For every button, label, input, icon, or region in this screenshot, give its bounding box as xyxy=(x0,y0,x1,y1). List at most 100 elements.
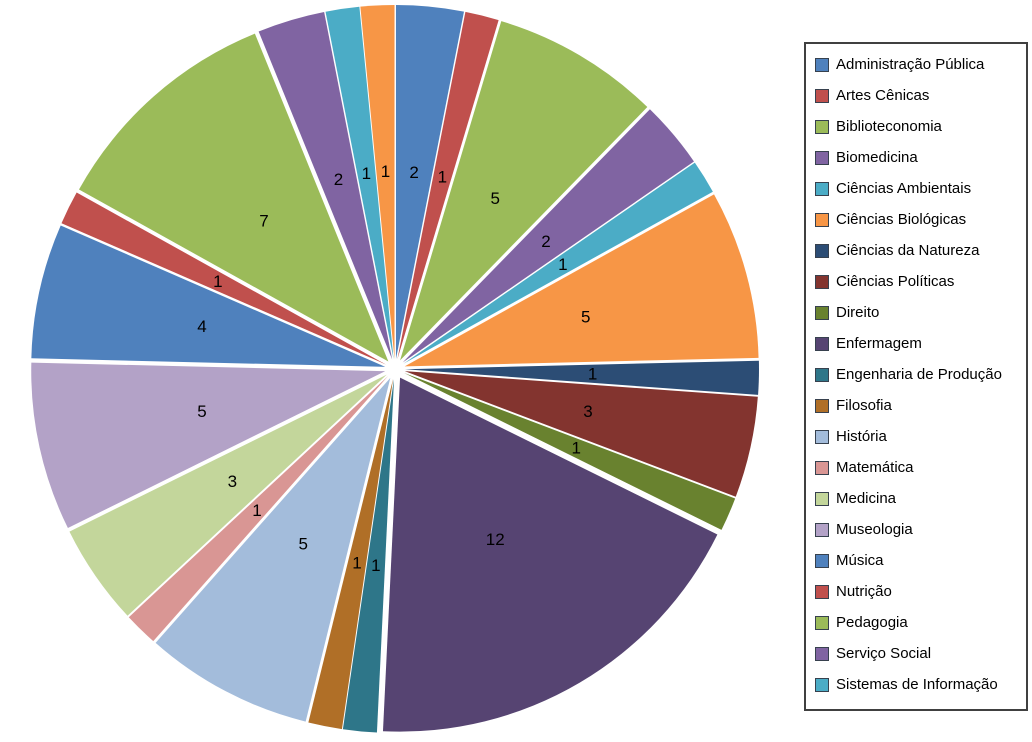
slice-value-label-servico-social: 2 xyxy=(334,170,343,189)
legend-label: Biblioteconomia xyxy=(836,118,942,135)
slice-value-label-sistemas-de-informacao: 1 xyxy=(362,164,371,183)
legend-label: Ciências Políticas xyxy=(836,273,955,290)
legend-swatch-icon xyxy=(815,57,829,72)
legend-label: Ciências da Natureza xyxy=(836,242,980,259)
slice-value-label-direito: 1 xyxy=(571,438,580,457)
legend-swatch-icon xyxy=(815,522,829,537)
legend-item-ciencias-ambientais: Ciências Ambientais xyxy=(815,173,1026,204)
slice-value-label-biomedicina: 2 xyxy=(541,232,550,251)
pie-slice-biblioteconomia xyxy=(400,21,648,361)
legend-item-filosofia: Filosofia xyxy=(815,390,1026,421)
legend-label: Ciências Ambientais xyxy=(836,180,972,197)
slice-value-label-artes-cenicas: 1 xyxy=(438,168,447,187)
slice-value-label-museologia: 5 xyxy=(197,402,206,421)
pie-slice-ciencias-da-natureza xyxy=(405,360,759,395)
legend-item-medicina: Medicina xyxy=(815,483,1026,514)
legend-label: Filosofia xyxy=(836,397,892,414)
pie-slice-unlabeled xyxy=(360,5,395,360)
pie-slice-ciencias-ambientais xyxy=(403,162,713,364)
legend-label: Museologia xyxy=(836,521,913,538)
legend-swatch-icon xyxy=(815,615,829,630)
legend-label: Administração Pública xyxy=(836,56,985,73)
legend-label: Direito xyxy=(836,304,880,321)
slice-value-label-engenharia-de-producao: 1 xyxy=(371,556,380,575)
legend-item-historia: História xyxy=(815,421,1026,452)
legend-swatch-icon xyxy=(815,398,829,413)
legend-swatch-icon xyxy=(815,119,829,134)
slice-value-label-pedagogia: 7 xyxy=(259,212,268,231)
legend-swatch-icon xyxy=(815,429,829,444)
legend-swatch-icon xyxy=(815,274,829,289)
legend-item-ciencias-politicas: Ciências Políticas xyxy=(815,266,1026,297)
legend-item-museologia: Museologia xyxy=(815,514,1026,545)
legend-item-musica: Música xyxy=(815,545,1026,576)
pie-slice-enfermagem xyxy=(382,377,718,732)
pie-slice-historia xyxy=(155,377,391,722)
legend-swatch-icon xyxy=(815,181,829,196)
slice-value-label-ciencias-ambientais: 1 xyxy=(558,255,567,274)
slice-value-label-ciencias-politicas: 3 xyxy=(583,402,592,421)
legend-item-ciencias-biologicas: Ciências Biológicas xyxy=(815,204,1026,235)
pie-slice-pedagogia xyxy=(78,33,389,362)
slice-value-label-medicina: 3 xyxy=(228,472,237,491)
legend-item-enfermagem: Enfermagem xyxy=(815,328,1026,359)
slice-value-label-ciencias-biologicas: 5 xyxy=(581,308,590,327)
pie-slice-musica xyxy=(31,225,386,367)
pie-slice-filosofia xyxy=(308,378,394,730)
legend-label: Biomedicina xyxy=(836,149,918,166)
slice-value-label-administracao-publica: 2 xyxy=(409,163,418,182)
legend-label: Engenharia de Produção xyxy=(836,366,1002,383)
pie-slice-ciencias-biologicas xyxy=(404,194,759,367)
legend-item-pedagogia: Pedagogia xyxy=(815,607,1026,638)
legend-item-ciencias-da-natureza: Ciências da Natureza xyxy=(815,235,1026,266)
legend-item-sistemas-de-informacao: Sistemas de Informação xyxy=(815,669,1026,700)
legend-label: Medicina xyxy=(836,490,897,507)
legend-swatch-icon xyxy=(815,243,829,258)
pie-slice-artes-cenicas xyxy=(397,11,499,360)
pie-slice-nutricao xyxy=(61,192,387,365)
legend-label: Enfermagem xyxy=(836,335,922,352)
legend-label: Música xyxy=(836,552,884,569)
pie-slice-administracao-publica xyxy=(395,5,464,360)
legend-swatch-icon xyxy=(815,88,829,103)
legend-label: Serviço Social xyxy=(836,645,932,662)
legend-swatch-icon xyxy=(815,677,829,692)
chart-legend: Administração Pública Artes Cênicas Biblio… xyxy=(804,42,1028,711)
pie-slice-ciencias-politicas xyxy=(404,371,758,497)
legend-item-nutricao: Nutrição xyxy=(815,576,1026,607)
legend-item-artes-cenicas: Artes Cênicas xyxy=(815,80,1026,111)
legend-label: Artes Cênicas xyxy=(836,87,930,104)
slice-value-label-unlabeled: 1 xyxy=(381,162,390,181)
legend-swatch-icon xyxy=(815,460,829,475)
pie-slice-sistemas-de-informacao xyxy=(325,6,394,360)
legend-swatch-icon xyxy=(815,553,829,568)
slice-value-label-matematica: 1 xyxy=(252,501,261,520)
legend-item-matematica: Matemática xyxy=(815,452,1026,483)
legend-label: Matemática xyxy=(836,459,914,476)
legend-item-engenharia-de-producao: Engenharia de Produção xyxy=(815,359,1026,390)
legend-item-servico-social: Serviço Social xyxy=(815,638,1026,669)
slice-value-label-nutricao: 1 xyxy=(213,272,222,291)
legend-item-direito: Direito xyxy=(815,297,1026,328)
legend-swatch-icon xyxy=(815,584,829,599)
slice-value-label-enfermagem: 12 xyxy=(486,530,505,549)
slice-value-label-biblioteconomia: 5 xyxy=(490,189,499,208)
legend-swatch-icon xyxy=(815,212,829,227)
legend-swatch-icon xyxy=(815,150,829,165)
pie-slice-engenharia-de-producao xyxy=(342,378,395,733)
pie-slice-biomedicina xyxy=(402,109,694,363)
pie-slice-museologia xyxy=(31,362,386,529)
slice-value-label-historia: 5 xyxy=(298,535,307,554)
slice-value-label-filosofia: 1 xyxy=(352,553,361,572)
legend-item-biblioteconomia: Biblioteconomia xyxy=(815,111,1026,142)
legend-swatch-icon xyxy=(815,367,829,382)
legend-label: Nutrição xyxy=(836,583,892,600)
legend-item-administracao-publica: Administração Pública xyxy=(815,49,1026,80)
pie-slice-medicina xyxy=(69,374,387,616)
legend-item-biomedicina: Biomedicina xyxy=(815,142,1026,173)
pie-slice-servico-social xyxy=(258,12,393,360)
slice-value-label-ciencias-da-natureza: 1 xyxy=(588,364,597,383)
legend-swatch-icon xyxy=(815,646,829,661)
